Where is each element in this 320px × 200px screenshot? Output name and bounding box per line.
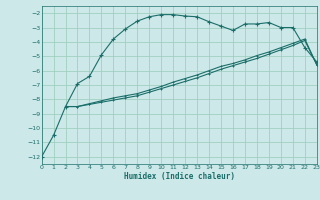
X-axis label: Humidex (Indice chaleur): Humidex (Indice chaleur): [124, 172, 235, 181]
